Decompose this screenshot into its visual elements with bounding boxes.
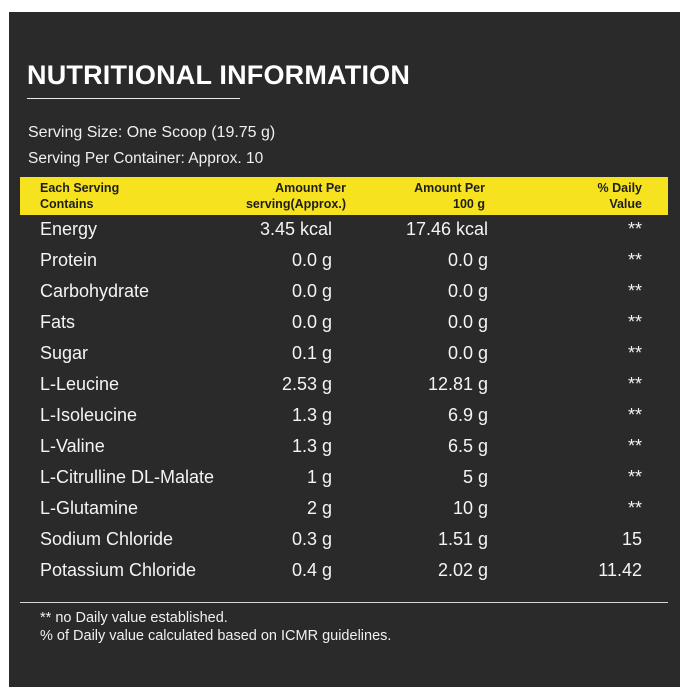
table-row: Energy 3.45 kcal 17.46 kcal ** xyxy=(20,215,668,246)
table-row: L-Glutamine 2 g 10 g ** xyxy=(20,494,668,525)
nutrient-name: L-Isoleucine xyxy=(40,405,138,425)
nutrient-name: Potassium Chloride xyxy=(40,560,197,580)
footnote-icmr: % of Daily value calculated based on ICM… xyxy=(40,628,392,644)
daily-value: ** xyxy=(627,250,642,270)
amount-per-100g: 2.02 g xyxy=(437,560,488,580)
amount-per-serving: 1 g xyxy=(306,467,332,487)
nutrient-name: L-Citrulline DL-Malate xyxy=(40,467,215,487)
amount-per-100g: 17.46 kcal xyxy=(405,219,488,239)
daily-value: ** xyxy=(627,343,642,363)
daily-value: ** xyxy=(627,498,642,518)
table-row: L-Valine 1.3 g 6.5 g ** xyxy=(20,432,668,463)
amount-per-100g: 0.0 g xyxy=(447,281,488,301)
title-underline xyxy=(27,98,240,99)
amount-per-serving: 2 g xyxy=(306,498,332,518)
table-row: Sodium Chloride 0.3 g 1.51 g 15 xyxy=(20,525,668,556)
table-body: Energy 3.45 kcal 17.46 kcal ** Protein 0… xyxy=(20,215,668,587)
amount-per-100g: 0.0 g xyxy=(447,343,488,363)
nutrient-name: L-Leucine xyxy=(40,374,120,394)
nutrient-name: Sodium Chloride xyxy=(40,529,174,549)
amount-per-serving: 0.0 g xyxy=(291,250,332,270)
table-row: Fats 0.0 g 0.0 g ** xyxy=(20,308,668,339)
amount-per-serving: 0.0 g xyxy=(291,281,332,301)
daily-value: ** xyxy=(627,467,642,487)
amount-per-100g: 10 g xyxy=(452,498,488,518)
nutrient-name: Sugar xyxy=(40,343,89,363)
daily-value: ** xyxy=(627,312,642,332)
column-header-per-100g: Amount Per 100 g xyxy=(414,181,485,211)
daily-value: ** xyxy=(627,436,642,456)
amount-per-100g: 12.81 g xyxy=(427,374,488,394)
amount-per-serving: 3.45 kcal xyxy=(259,219,332,239)
daily-value: ** xyxy=(627,374,642,394)
daily-value: ** xyxy=(627,405,642,425)
nutrient-name: Fats xyxy=(40,312,76,332)
nutrition-panel: NUTRITIONAL INFORMATION Serving Size: On… xyxy=(9,12,680,687)
amount-per-serving: 0.4 g xyxy=(291,560,332,580)
table-row: Potassium Chloride 0.4 g 2.02 g 11.42 xyxy=(20,556,668,587)
amount-per-serving: 0.3 g xyxy=(291,529,332,549)
table-row: L-Leucine 2.53 g 12.81 g ** xyxy=(20,370,668,401)
page-title: NUTRITIONAL INFORMATION xyxy=(27,60,411,90)
amount-per-100g: 6.9 g xyxy=(447,405,488,425)
amount-per-100g: 5 g xyxy=(462,467,488,487)
serving-per-container: Serving Per Container: Approx. 10 xyxy=(28,150,264,167)
daily-value: 11.42 xyxy=(598,560,642,580)
amount-per-serving: 0.0 g xyxy=(291,312,332,332)
amount-per-100g: 1.51 g xyxy=(437,529,488,549)
column-header-per-serving: Amount Per serving(Approx.) xyxy=(245,181,346,211)
daily-value: ** xyxy=(627,219,642,239)
table-row: Carbohydrate 0.0 g 0.0 g ** xyxy=(20,277,668,308)
table-row: L-Citrulline DL-Malate 1 g 5 g ** xyxy=(20,463,668,494)
table-row: Sugar 0.1 g 0.0 g ** xyxy=(20,339,668,370)
footnote-divider xyxy=(20,602,668,603)
column-header-daily-value: % Daily Value xyxy=(597,181,642,211)
amount-per-serving: 1.3 g xyxy=(291,436,332,456)
serving-size: Serving Size: One Scoop (19.75 g) xyxy=(28,124,276,141)
nutrient-name: Carbohydrate xyxy=(40,281,150,301)
amount-per-100g: 6.5 g xyxy=(447,436,488,456)
nutrient-name: L-Valine xyxy=(40,436,105,456)
amount-per-serving: 2.53 g xyxy=(281,374,332,394)
footnote-no-daily-value: ** no Daily value established. xyxy=(40,610,228,626)
table-header: Each Serving Contains Amount Per serving… xyxy=(20,177,668,215)
table-row: L-Isoleucine 1.3 g 6.9 g ** xyxy=(20,401,668,432)
daily-value: 15 xyxy=(621,529,642,549)
amount-per-100g: 0.0 g xyxy=(447,312,488,332)
nutrient-name: L-Glutamine xyxy=(40,498,139,518)
amount-per-100g: 0.0 g xyxy=(447,250,488,270)
nutrient-name: Protein xyxy=(40,250,98,270)
column-header-contains: Each Serving Contains xyxy=(40,181,120,211)
amount-per-serving: 1.3 g xyxy=(291,405,332,425)
nutrient-name: Energy xyxy=(40,219,98,239)
daily-value: ** xyxy=(627,281,642,301)
amount-per-serving: 0.1 g xyxy=(291,343,332,363)
table-row: Protein 0.0 g 0.0 g ** xyxy=(20,246,668,277)
